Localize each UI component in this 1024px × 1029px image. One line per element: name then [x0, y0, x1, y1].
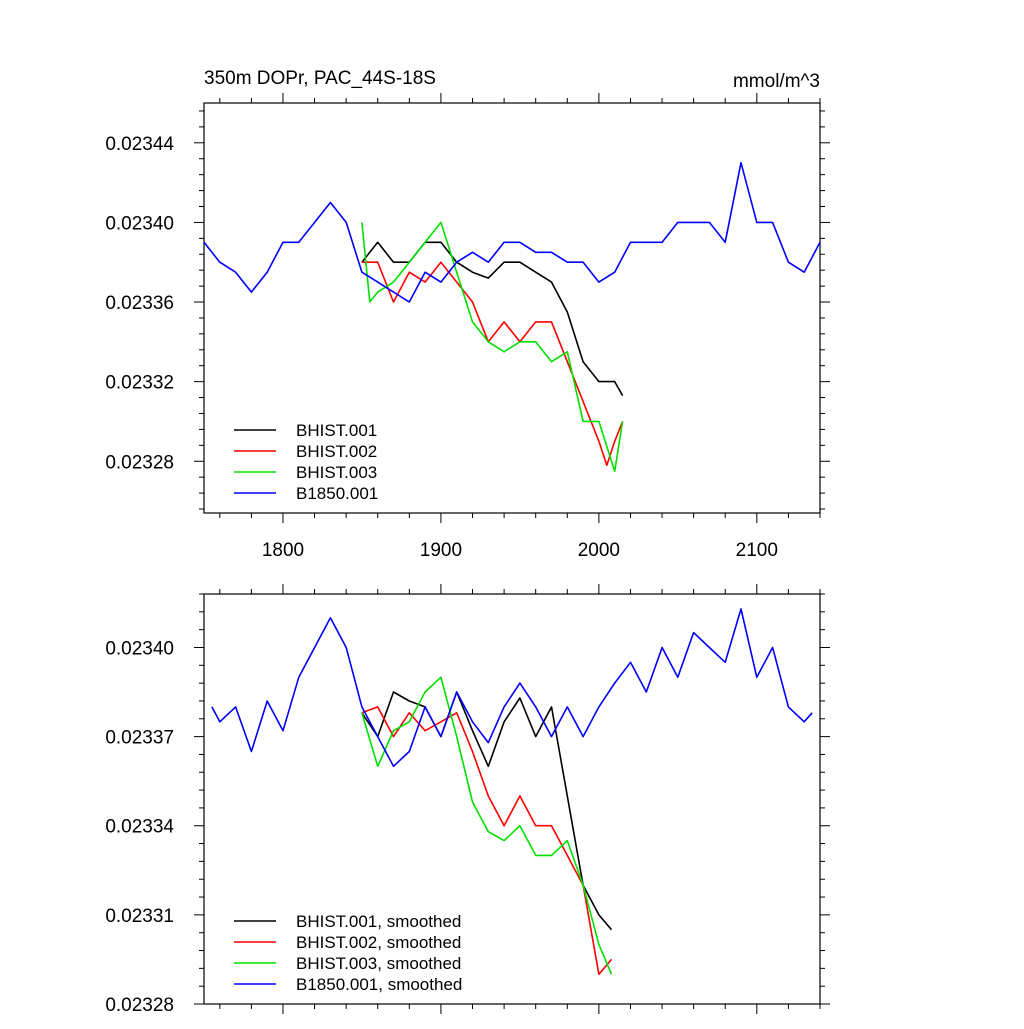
plot-frame [203, 102, 821, 514]
y-tick-label: 0.02344 [105, 134, 174, 155]
y-tick-label: 0.02332 [105, 373, 174, 394]
series-line [211, 608, 813, 768]
x-tick-label: 2100 [736, 540, 778, 561]
legend-label: BHIST.001 [296, 421, 377, 440]
chart-title: 350m DOPr, PAC_44S-18S [204, 68, 436, 89]
legend-label: BHIST.001, smoothed [296, 912, 461, 931]
x-tick-label: 1900 [420, 540, 462, 561]
bottom-panel: 0.02328 0.02331 0.02334 0.02337 0.02340 BHIST… [105, 584, 830, 1016]
y-tick-label: 0.02336 [105, 293, 174, 314]
y-tick-label: 0.02331 [105, 906, 174, 927]
y-tick-label: 0.02340 [105, 638, 174, 659]
series-line [203, 161, 821, 303]
y-tick-label: 0.02328 [105, 995, 174, 1016]
y-tick-label: 0.02334 [105, 817, 174, 838]
y-tick-label: 0.02337 [105, 728, 174, 749]
top-panel: 1800 1900 2000 2100 0.02328 0.02332 0.02336 0.0… [105, 93, 830, 561]
x-tick-label: 2000 [578, 540, 620, 561]
legend-label: B1850.001, smoothed [296, 975, 462, 994]
series-line [361, 221, 624, 473]
legend-label: BHIST.003 [296, 463, 377, 482]
y-tick-label: 0.02328 [105, 452, 174, 473]
series-line [361, 676, 613, 975]
x-tick-label: 1800 [262, 540, 304, 561]
series-line [361, 691, 613, 931]
legend-label: BHIST.002, smoothed [296, 933, 461, 952]
series-line [361, 241, 624, 396]
units-label: mmol/m^3 [733, 71, 820, 92]
legend-label: B1850.001 [296, 484, 378, 503]
y-tick-label: 0.02340 [105, 213, 174, 234]
series-line [361, 261, 624, 467]
legend-label: BHIST.002 [296, 442, 377, 461]
plot-frame [203, 593, 821, 1005]
series-line [361, 706, 613, 976]
legend-label: BHIST.003, smoothed [296, 954, 461, 973]
